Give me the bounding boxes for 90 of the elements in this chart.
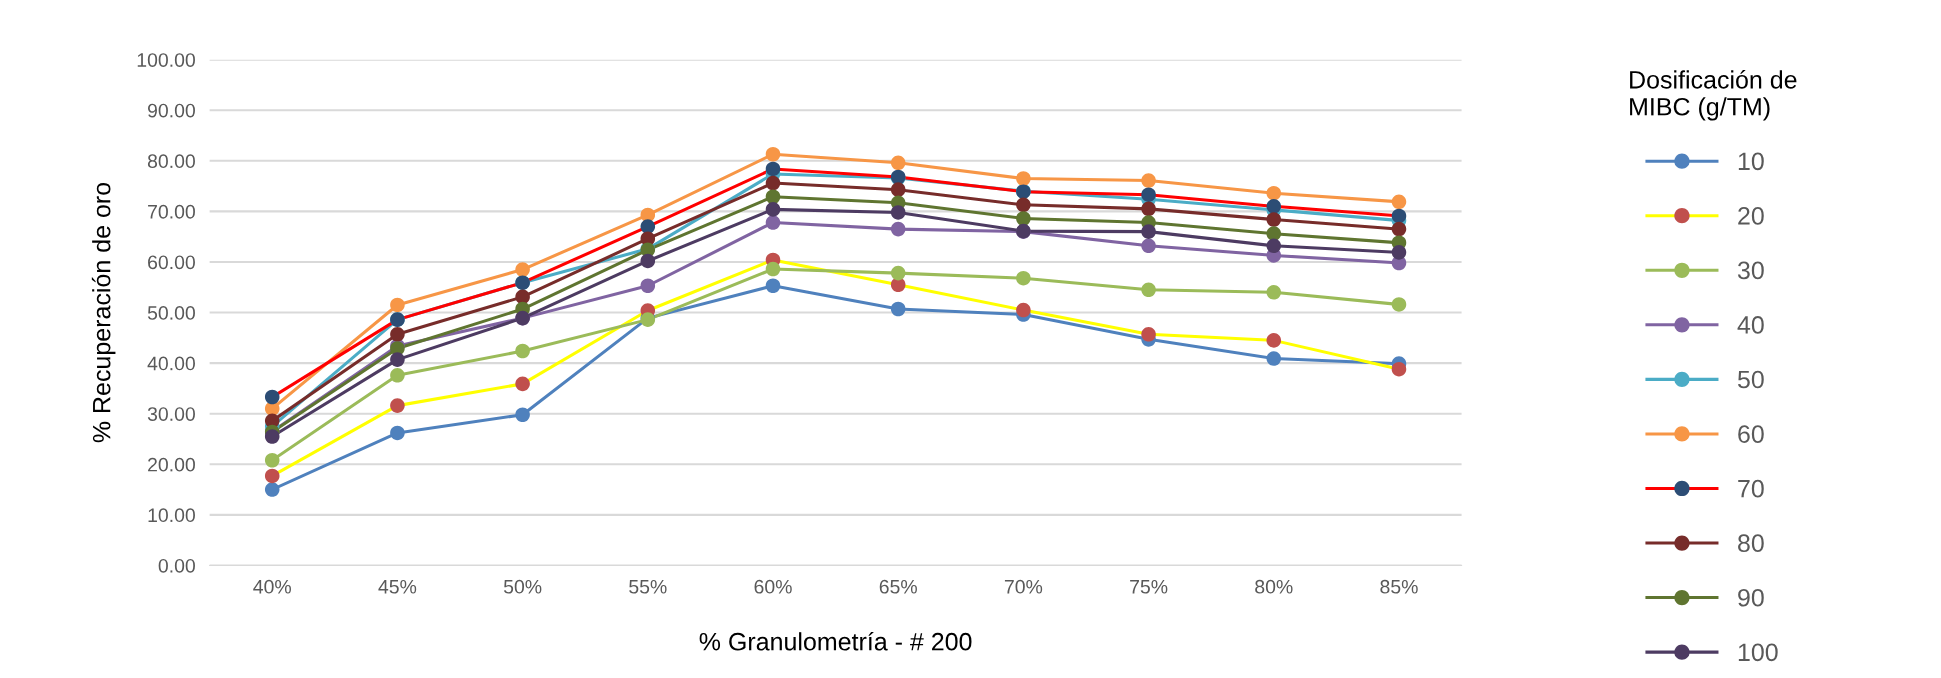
y-tick-label: 50.00 (147, 306, 195, 320)
x-tick-label: 45% (378, 579, 417, 594)
legend-label: 70 (1738, 479, 1764, 498)
legend-label: 50 (1737, 370, 1764, 389)
point (765, 146, 781, 162)
point (765, 161, 781, 177)
point (264, 389, 280, 405)
point (1266, 185, 1282, 201)
legend-label: 30 (1737, 261, 1764, 280)
point (1266, 285, 1282, 300)
y-tick-label: 40.00 (147, 356, 195, 371)
point (765, 215, 781, 230)
point (1016, 211, 1031, 226)
y-tick-label: 30.00 (147, 407, 195, 421)
point (1016, 302, 1031, 318)
point (390, 425, 405, 441)
point (264, 452, 280, 468)
legend-label: 90 (1738, 588, 1764, 607)
point (890, 265, 906, 281)
point (1141, 238, 1156, 254)
x-tick-label: 75% (1130, 579, 1168, 594)
point (765, 189, 781, 205)
point (1266, 238, 1282, 254)
y-tick-label: 100.00 (137, 53, 195, 67)
y-tick-label: 20.00 (148, 457, 195, 472)
point (1016, 197, 1031, 213)
x-tick-label: 55% (629, 579, 667, 594)
y-tick-label: 0.00 (158, 558, 195, 573)
legend-label: 40 (1737, 316, 1764, 334)
point (1141, 187, 1156, 202)
point (390, 398, 405, 413)
point (390, 352, 405, 367)
point (390, 297, 405, 313)
point (515, 407, 530, 423)
x-tick-label: 70% (1004, 579, 1043, 594)
y-tick-label: 90.00 (148, 103, 195, 118)
point (765, 261, 781, 277)
point (515, 343, 530, 359)
point (765, 278, 781, 294)
point (1391, 297, 1407, 312)
y-tick-label: 70.00 (148, 204, 195, 219)
point (890, 301, 906, 317)
point (1266, 333, 1282, 348)
point (1391, 194, 1407, 210)
x-tick-label: 80% (1255, 579, 1293, 594)
point (515, 262, 530, 277)
y-axis-title: % Recuperación de oro (91, 182, 116, 443)
legend-title: Dosificación de MIBC (g/TM) (1630, 70, 1797, 121)
point (765, 175, 781, 191)
x-tick-label: 85% (1380, 579, 1418, 594)
y-tick-label: 60.00 (148, 255, 195, 270)
point (264, 468, 280, 484)
point (390, 327, 405, 342)
point (1391, 245, 1407, 260)
point (1141, 282, 1156, 298)
point (1391, 208, 1407, 224)
legend-label: 10 (1738, 152, 1764, 171)
legend-label: 100 (1738, 643, 1778, 662)
point (1016, 171, 1031, 186)
x-tick-label: 65% (879, 579, 917, 594)
legend-label: 60 (1738, 425, 1764, 443)
point (890, 182, 906, 197)
point (1266, 226, 1282, 241)
point (390, 367, 405, 383)
point (1141, 224, 1156, 239)
y-tick-label: 80.00 (147, 154, 195, 169)
point (1141, 327, 1156, 342)
point (890, 205, 906, 220)
legend-label: 20 (1738, 207, 1764, 225)
point (515, 376, 530, 392)
point (890, 155, 906, 171)
x-tick-label: 60% (754, 579, 792, 594)
point (1016, 270, 1031, 286)
x-tick-label: 50% (503, 579, 542, 594)
point (1141, 173, 1156, 188)
y-tick-label: 10.00 (148, 508, 195, 523)
point (640, 278, 656, 294)
point (640, 219, 656, 234)
legend-label: 80 (1738, 534, 1764, 553)
point (515, 289, 530, 305)
point (1391, 361, 1407, 377)
point (765, 202, 781, 217)
point (1266, 351, 1282, 366)
point (890, 221, 906, 237)
point (640, 253, 656, 269)
point (1141, 201, 1156, 217)
point (1391, 221, 1407, 237)
x-tick-label: 40% (253, 579, 291, 594)
x-axis-title: % Granulometría - # 200 (699, 631, 972, 651)
point (264, 482, 280, 497)
